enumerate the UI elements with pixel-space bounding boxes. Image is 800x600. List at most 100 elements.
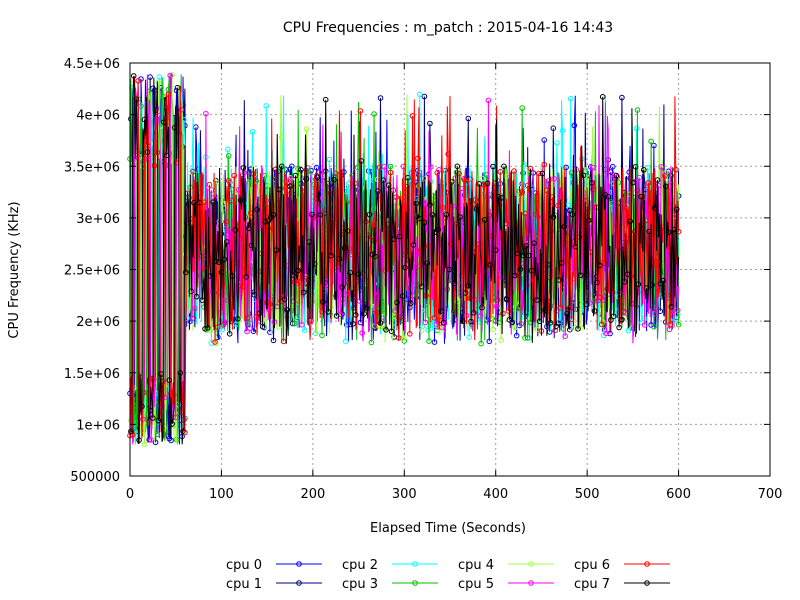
data-point <box>551 176 558 182</box>
series-cpu-7 <box>128 73 680 445</box>
data-point <box>328 252 334 259</box>
data-point <box>649 282 655 288</box>
data-point <box>383 327 389 333</box>
data-point <box>212 339 218 345</box>
data-point <box>204 325 211 331</box>
data-point <box>399 293 406 299</box>
data-point <box>393 194 399 200</box>
data-point <box>410 242 417 248</box>
data-point <box>418 283 425 290</box>
data-point <box>535 170 542 177</box>
data-point <box>498 195 505 201</box>
data-point <box>358 158 365 164</box>
data-point <box>438 308 444 315</box>
data-point <box>619 316 625 323</box>
data-point <box>616 324 622 331</box>
data-point <box>589 164 596 171</box>
data-point <box>431 315 438 321</box>
data-point <box>375 188 381 194</box>
data-point <box>249 129 256 135</box>
data-point <box>225 146 231 153</box>
data-point <box>451 280 458 287</box>
data-point <box>265 218 271 224</box>
data-point <box>150 85 156 92</box>
data-point <box>607 330 613 337</box>
data-point <box>416 215 422 222</box>
x-tick-label: 0 <box>126 487 134 502</box>
data-point <box>355 271 362 277</box>
data-point <box>326 156 333 163</box>
data-point <box>663 183 669 190</box>
data-point <box>603 330 610 337</box>
data-point <box>202 326 208 332</box>
data-point <box>421 93 428 100</box>
data-point <box>449 179 455 185</box>
data-point <box>596 294 602 301</box>
data-point <box>509 319 516 326</box>
data-point <box>550 125 557 131</box>
data-point <box>612 176 619 182</box>
data-point <box>183 269 189 276</box>
data-point <box>505 308 512 314</box>
data-point <box>139 403 145 410</box>
data-point <box>597 262 603 269</box>
data-point <box>207 273 214 279</box>
data-point <box>225 177 232 184</box>
data-point <box>445 151 452 157</box>
data-point <box>624 271 631 278</box>
data-point <box>213 258 219 264</box>
data-point <box>665 229 672 236</box>
data-point <box>223 218 229 225</box>
legend-item-cpu-2: cpu 2 <box>342 558 438 573</box>
data-point <box>651 324 657 330</box>
legend: cpu 0 cpu 1 cpu 2 cpu 3 cpu 4 cpu 5 cpu 6 cpu 7 <box>226 558 670 592</box>
data-point <box>385 182 392 188</box>
data-point <box>413 200 420 207</box>
data-point <box>269 225 276 232</box>
data-point <box>577 272 584 279</box>
legend-item-cpu-5: cpu 5 <box>458 577 554 592</box>
data-point <box>495 194 502 200</box>
legend-label: cpu 4 <box>458 558 494 573</box>
data-point <box>405 174 411 181</box>
data-point <box>192 305 198 312</box>
data-point <box>523 243 529 249</box>
y-tick-label: 1.5e+06 <box>64 367 120 382</box>
x-tick-label: 500 <box>575 487 600 502</box>
data-point <box>481 217 488 223</box>
data-point <box>284 307 291 313</box>
data-point <box>288 176 294 182</box>
data-point <box>461 177 468 183</box>
data-point <box>435 226 441 233</box>
data-point <box>467 295 473 302</box>
data-point <box>575 326 581 332</box>
data-point <box>232 227 238 233</box>
data-point <box>377 95 384 101</box>
data-point <box>350 321 356 327</box>
legend-item-cpu-4: cpu 4 <box>458 558 554 573</box>
data-point <box>155 417 162 424</box>
data-point <box>478 340 484 347</box>
data-point <box>331 177 337 183</box>
data-point <box>605 193 612 200</box>
data-point <box>161 394 168 401</box>
data-point <box>276 323 282 330</box>
data-point <box>168 390 174 397</box>
data-point <box>313 164 320 171</box>
data-point <box>541 161 548 168</box>
data-point <box>380 177 387 183</box>
data-point <box>387 169 394 176</box>
data-point <box>443 212 450 218</box>
legend-label: cpu 0 <box>226 558 262 573</box>
data-point <box>172 124 178 131</box>
data-point <box>557 304 564 311</box>
data-point <box>599 319 606 325</box>
data-point <box>674 307 681 314</box>
data-point <box>376 164 383 171</box>
data-point <box>671 226 677 233</box>
data-point <box>520 170 526 176</box>
data-point <box>588 180 595 186</box>
data-point <box>152 439 159 446</box>
plot-area <box>127 72 682 447</box>
